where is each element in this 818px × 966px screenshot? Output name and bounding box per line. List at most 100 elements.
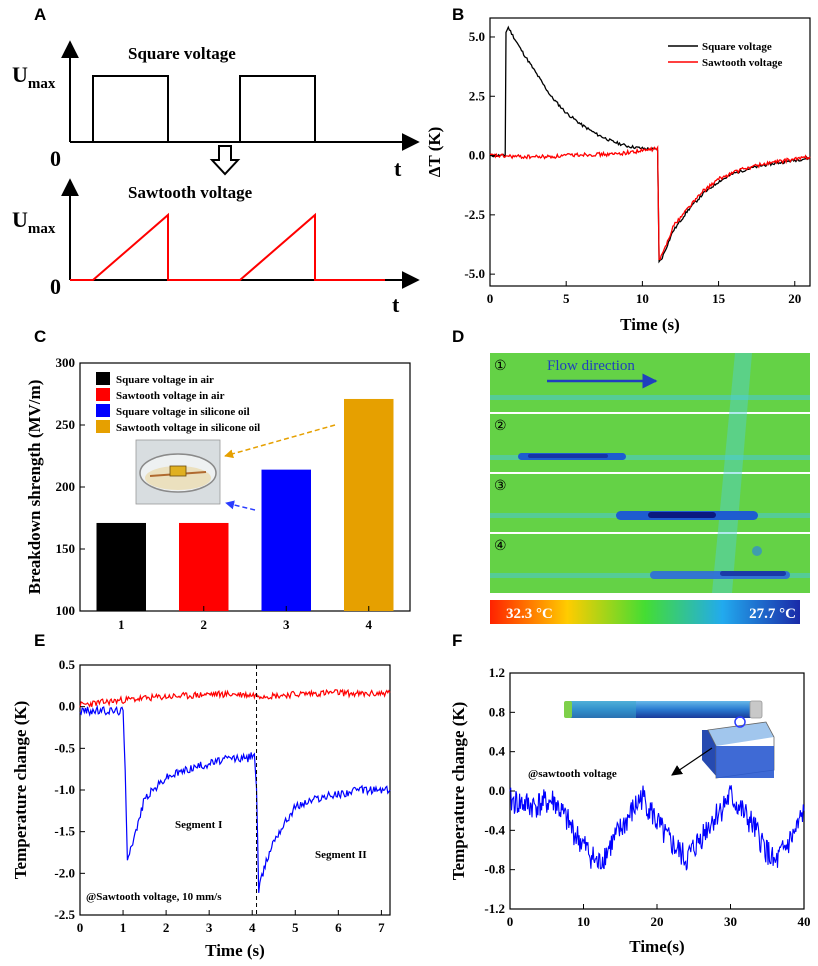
xtick-label: 30 bbox=[724, 914, 737, 929]
ytick-label: -1.5 bbox=[54, 824, 75, 839]
chart-c-ylabel: Breakdown shrength (MV/m) bbox=[25, 380, 44, 595]
chart-b-xlabel: Time (s) bbox=[620, 315, 680, 334]
chart-c-legend: Square voltage in air Sawtooth voltage i… bbox=[96, 372, 260, 434]
measured-line bbox=[509, 784, 805, 871]
temperature-scale-bar bbox=[490, 600, 800, 624]
inset-pointer-oil bbox=[224, 424, 336, 459]
panel-label-c: C bbox=[34, 327, 46, 346]
inset-pointer-blue bbox=[225, 500, 256, 511]
chart-e-frame bbox=[79, 664, 391, 916]
legend-swatch-2 bbox=[96, 388, 110, 401]
chart-e-ylabel: Temperature change (K) bbox=[11, 701, 30, 879]
series-line-sawtooth bbox=[489, 145, 811, 261]
umax-label-bottom: Umax bbox=[12, 207, 56, 237]
bar-1 bbox=[96, 522, 146, 611]
ytick-label: 0.8 bbox=[489, 704, 506, 719]
segment-1-label: Segment I bbox=[175, 819, 222, 831]
scale-low-label: 27.7 °C bbox=[749, 606, 796, 622]
ytick-label: 200 bbox=[56, 479, 76, 494]
ytick-label: -0.4 bbox=[484, 822, 505, 837]
chart-b: 0 5 10 15 20 -5.0 -2.5 0.0 2.5 5.0 Time (s) ΔT (K… bbox=[425, 17, 811, 334]
sample-photo-inset bbox=[135, 439, 221, 505]
frame-label-3: ③ bbox=[494, 479, 507, 494]
ytick-label: 0.5 bbox=[59, 657, 76, 672]
frame-label-1: ① bbox=[494, 359, 507, 374]
square-waveform bbox=[70, 75, 388, 143]
xtick-label: 3 bbox=[206, 920, 213, 935]
xtick-label: 0 bbox=[487, 291, 494, 306]
chart-f-annotation: @sawtooth voltage bbox=[528, 768, 617, 780]
legend-swatch-3 bbox=[96, 404, 110, 417]
flow-direction-label: Flow direction bbox=[547, 358, 635, 374]
xtick-label: 5 bbox=[292, 920, 299, 935]
ytick-label: 0.0 bbox=[59, 699, 75, 714]
panel-label-d: D bbox=[452, 327, 464, 346]
frame-label-2: ② bbox=[494, 419, 507, 434]
chart-b-ylabel: ΔT (K) bbox=[425, 127, 444, 178]
ytick-label: -2.0 bbox=[54, 865, 75, 880]
ytick-label: 2.5 bbox=[469, 88, 486, 103]
panel-label-b: B bbox=[452, 5, 464, 24]
legend-swatch-4 bbox=[96, 420, 110, 433]
ytick-label: -1.0 bbox=[54, 782, 75, 797]
bar-4 bbox=[344, 398, 394, 611]
chart-f: 0 10 20 30 40 -1.2 -0.8 -0.4 0.0 0.4 0.8 1.2 @sawto… bbox=[449, 665, 811, 956]
chart-e: 0 1 2 3 4 5 6 7 -2.5 -2.0 -1.5 -1.0 -0.5 0.0 0.5 Segme… bbox=[11, 657, 391, 960]
ytick-label: 0.4 bbox=[489, 744, 506, 759]
xtick-label: 5 bbox=[563, 291, 570, 306]
measured-line bbox=[79, 704, 391, 893]
origin-label-bottom: 0 bbox=[50, 274, 61, 299]
xtick-label: 4 bbox=[366, 617, 373, 632]
xtick-label: 2 bbox=[201, 617, 208, 632]
panel-label-e: E bbox=[34, 631, 45, 650]
legend-label-3: Square voltage in silicone oil bbox=[116, 406, 250, 418]
xtick-label: 2 bbox=[163, 920, 170, 935]
segment-2-label: Segment II bbox=[315, 849, 367, 861]
frame-label-4: ④ bbox=[494, 539, 507, 554]
t-label-bottom: t bbox=[392, 292, 400, 317]
xtick-label: 20 bbox=[651, 914, 664, 929]
ytick-label: 100 bbox=[56, 603, 76, 618]
xtick-label: 0 bbox=[77, 920, 84, 935]
xtick-label: 4 bbox=[249, 920, 256, 935]
ytick-label: -0.8 bbox=[484, 862, 505, 877]
reference-line bbox=[79, 688, 391, 708]
ytick-label: 1.2 bbox=[489, 665, 505, 680]
ytick-label: 250 bbox=[56, 417, 76, 432]
xtick-label: 40 bbox=[798, 914, 811, 929]
legend-label-square: Square voltage bbox=[702, 41, 772, 53]
xtick-label: 15 bbox=[712, 291, 726, 306]
zoom-pointer-arrow bbox=[671, 747, 713, 776]
legend-swatch-1 bbox=[96, 372, 110, 385]
ytick-label: 0.0 bbox=[469, 148, 485, 163]
chart-f-xlabel: Time(s) bbox=[629, 937, 684, 956]
transition-arrow-icon bbox=[209, 145, 241, 176]
chart-c: 100 150 200 250 300 1 2 3 4 Breakdown shrength (… bbox=[25, 355, 411, 632]
chart-e-xlabel: Time (s) bbox=[205, 941, 265, 960]
ytick-label: 5.0 bbox=[469, 29, 485, 44]
chart-f-ylabel: Temperature change (K) bbox=[449, 702, 468, 880]
square-voltage-label: Square voltage bbox=[128, 44, 236, 63]
bar-2 bbox=[179, 522, 229, 611]
ytick-label: -1.2 bbox=[484, 901, 505, 916]
xtick-label: 3 bbox=[283, 617, 290, 632]
panel-d-thermal-images: ① ② ③ ④ Flow direction 32.3 °C 27.7 °C bbox=[490, 353, 810, 624]
scale-high-label: 32.3 °C bbox=[506, 606, 553, 622]
ytick-label: -2.5 bbox=[464, 207, 485, 222]
xtick-label: 0 bbox=[507, 914, 514, 929]
ytick-label: -5.0 bbox=[464, 266, 485, 281]
xtick-label: 1 bbox=[118, 617, 125, 632]
bar-3 bbox=[261, 469, 311, 611]
origin-label-top: 0 bbox=[50, 146, 61, 171]
panel-label-f: F bbox=[452, 631, 462, 650]
xtick-label: 6 bbox=[335, 920, 342, 935]
sawtooth-waveform bbox=[70, 212, 385, 281]
umax-label-top: Umax bbox=[12, 62, 56, 92]
chart-b-frame bbox=[489, 17, 811, 287]
chart-e-annotation: @Sawtooth voltage, 10 mm/s bbox=[86, 891, 222, 903]
panel-label-a: A bbox=[34, 5, 46, 24]
panel-a-schematic: Square voltage Umax 0 t Sawtooth voltage… bbox=[12, 40, 420, 317]
legend-label-sawtooth: Sawtooth voltage bbox=[702, 57, 782, 69]
ytick-label: 300 bbox=[56, 355, 76, 370]
